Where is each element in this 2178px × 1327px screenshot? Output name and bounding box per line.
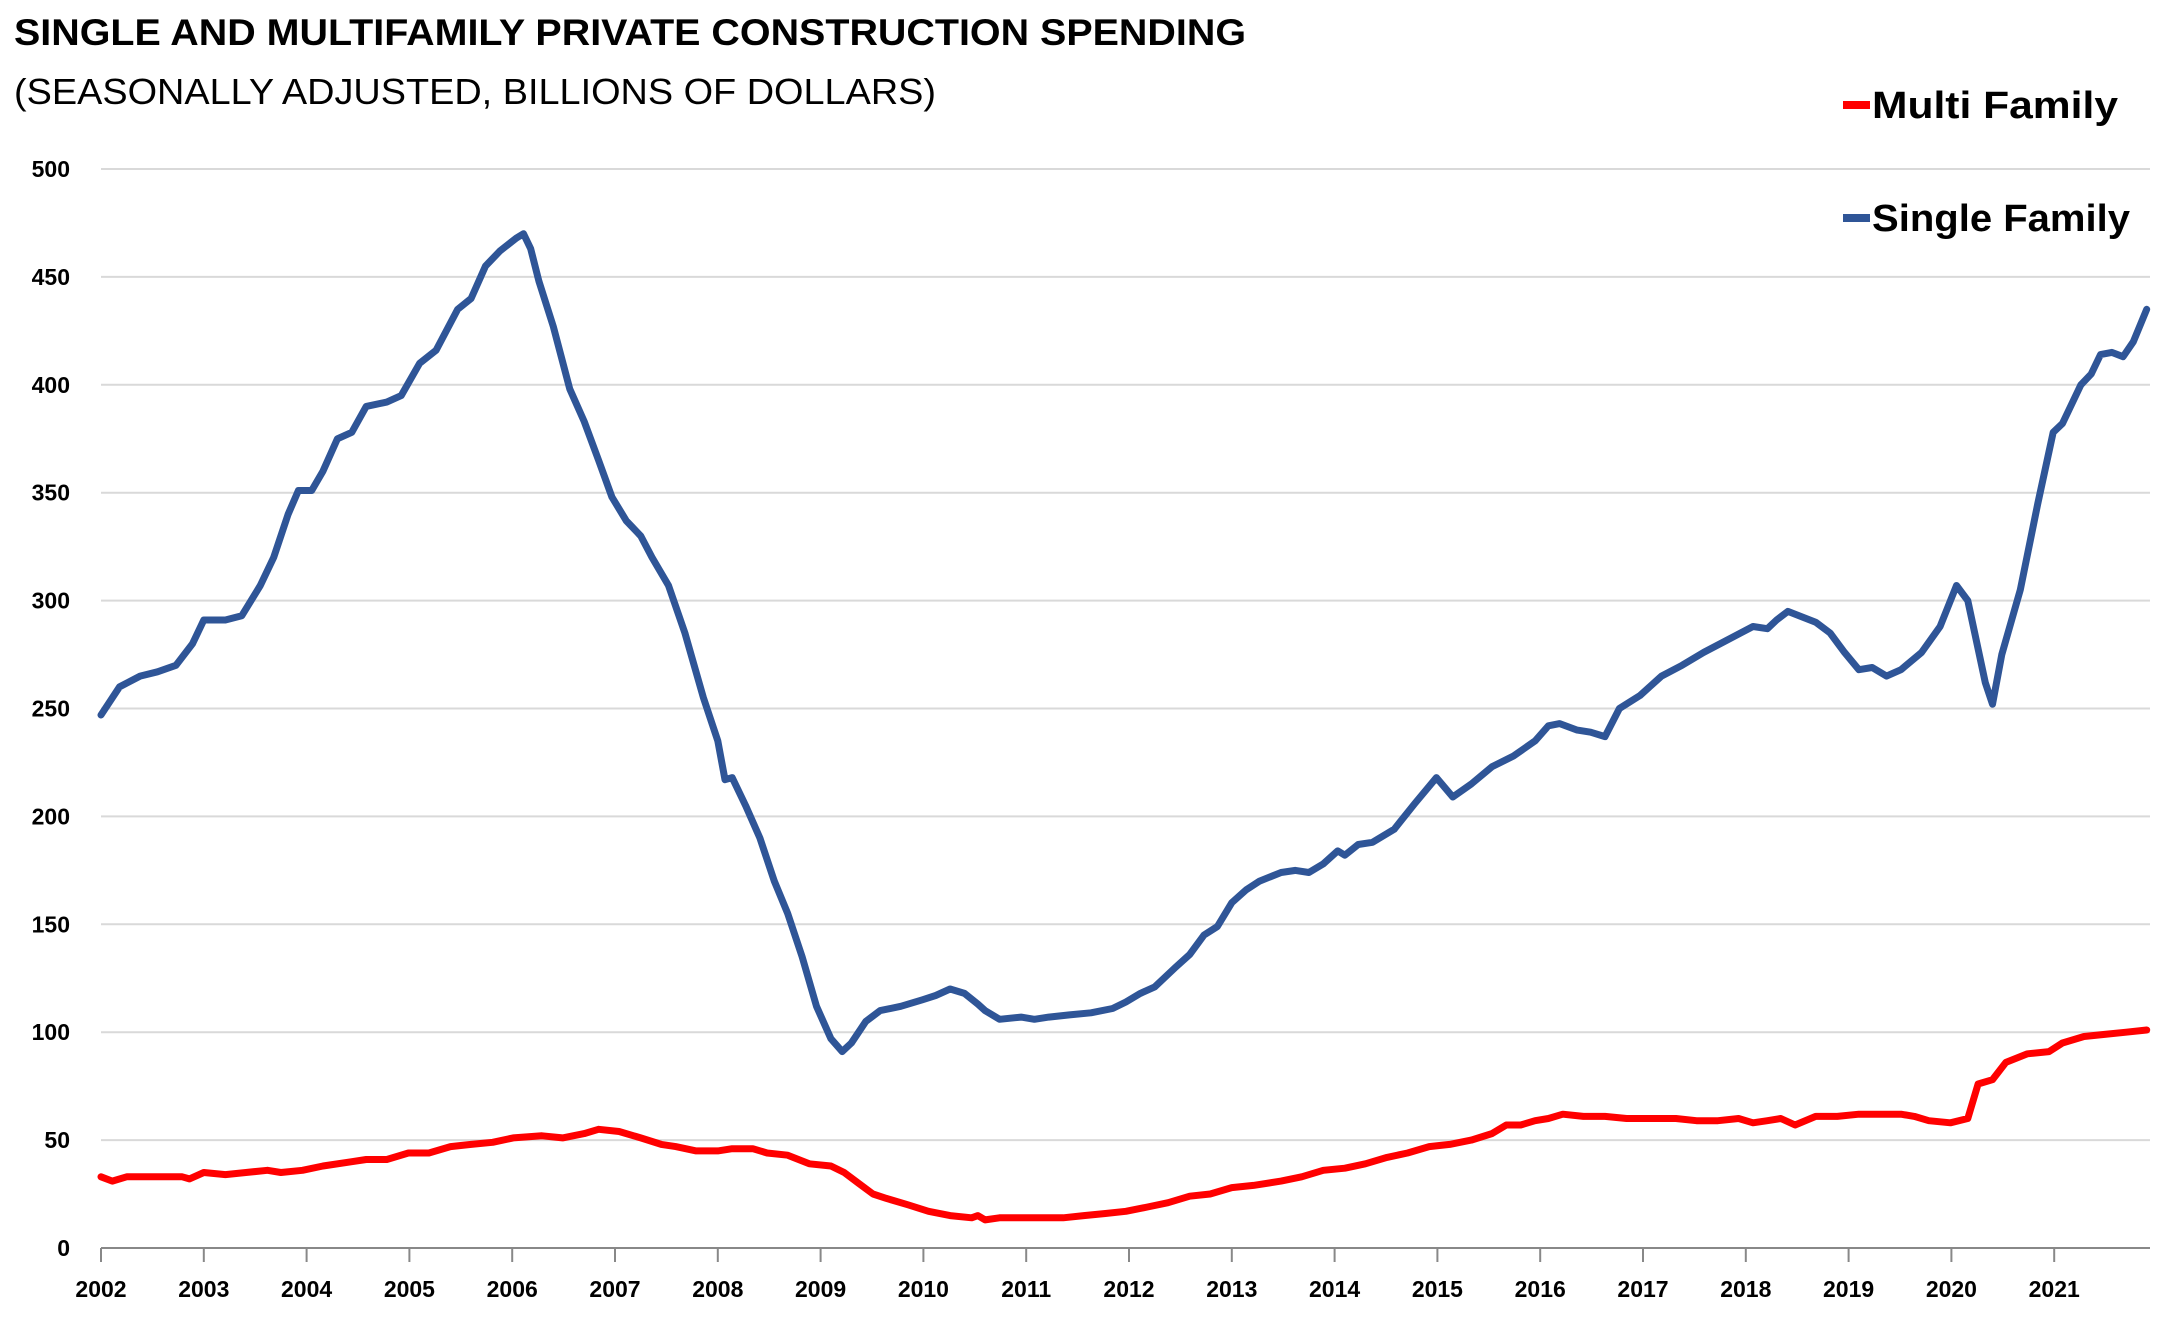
y-tick-label: 200: [32, 803, 70, 829]
y-tick-label: 300: [32, 588, 70, 614]
x-tick-label: 2004: [281, 1276, 332, 1302]
y-tick-label: 350: [32, 480, 70, 506]
y-tick-label: 500: [32, 156, 70, 182]
series-line-multi-family: [97, 1026, 2151, 1224]
x-axis: 2002 2003 2004 2005 2006 2007 2008 2009 2010 2011…: [75, 1247, 2150, 1302]
x-tick-label: 2019: [1823, 1276, 1874, 1302]
y-tick-label: 450: [32, 264, 70, 290]
legend: Multi Family Single Family: [1843, 85, 2130, 240]
gridlines: [101, 168, 2150, 1142]
chart-subtitle: (SEASONALLY ADJUSTED, BILLIONS OF DOLLAR…: [14, 71, 936, 112]
x-tick-label: 2016: [1515, 1276, 1566, 1302]
x-tick-label: 2002: [75, 1276, 126, 1302]
y-axis: 0 50 100 150 200 250 300 350 400 450 500: [32, 156, 70, 1261]
y-tick-label: 50: [44, 1127, 70, 1153]
y-tick-label: 250: [32, 696, 70, 722]
y-tick-label: 150: [32, 911, 70, 937]
x-tick-label: 2007: [589, 1276, 640, 1302]
x-tick-label: 2015: [1412, 1276, 1463, 1302]
x-tick-label: 2014: [1309, 1276, 1360, 1302]
x-tick-label: 2013: [1206, 1276, 1257, 1302]
y-tick-label: 400: [32, 372, 70, 398]
series-lines: [97, 230, 2151, 1224]
x-tick-label: 2010: [898, 1276, 949, 1302]
x-tick-label: 2012: [1103, 1276, 1154, 1302]
series-line-single-family: [97, 230, 2151, 1056]
y-tick-label: 100: [32, 1019, 70, 1045]
legend-item-multi-family: Multi Family: [1843, 85, 2118, 127]
x-tick-label: 2017: [1617, 1276, 1668, 1302]
chart-title: SINGLE AND MULTIFAMILY PRIVATE CONSTRUCT…: [14, 12, 1246, 53]
x-tick-label: 2020: [1926, 1276, 1977, 1302]
y-tick-label: 0: [57, 1235, 70, 1261]
x-tick-label: 2005: [384, 1276, 435, 1302]
x-tick-label: 2011: [1001, 1276, 1051, 1302]
x-tick-label: 2009: [795, 1276, 846, 1302]
legend-label-multi-family: Multi Family: [1872, 85, 2118, 127]
x-tick-label: 2021: [2029, 1276, 2080, 1302]
legend-label-single-family: Single Family: [1872, 198, 2130, 240]
x-tick-label: 2003: [178, 1276, 229, 1302]
legend-item-single-family: Single Family: [1843, 198, 2130, 240]
x-tick-label: 2006: [487, 1276, 538, 1302]
x-tick-label: 2018: [1720, 1276, 1771, 1302]
x-tick-label: 2008: [692, 1276, 743, 1302]
